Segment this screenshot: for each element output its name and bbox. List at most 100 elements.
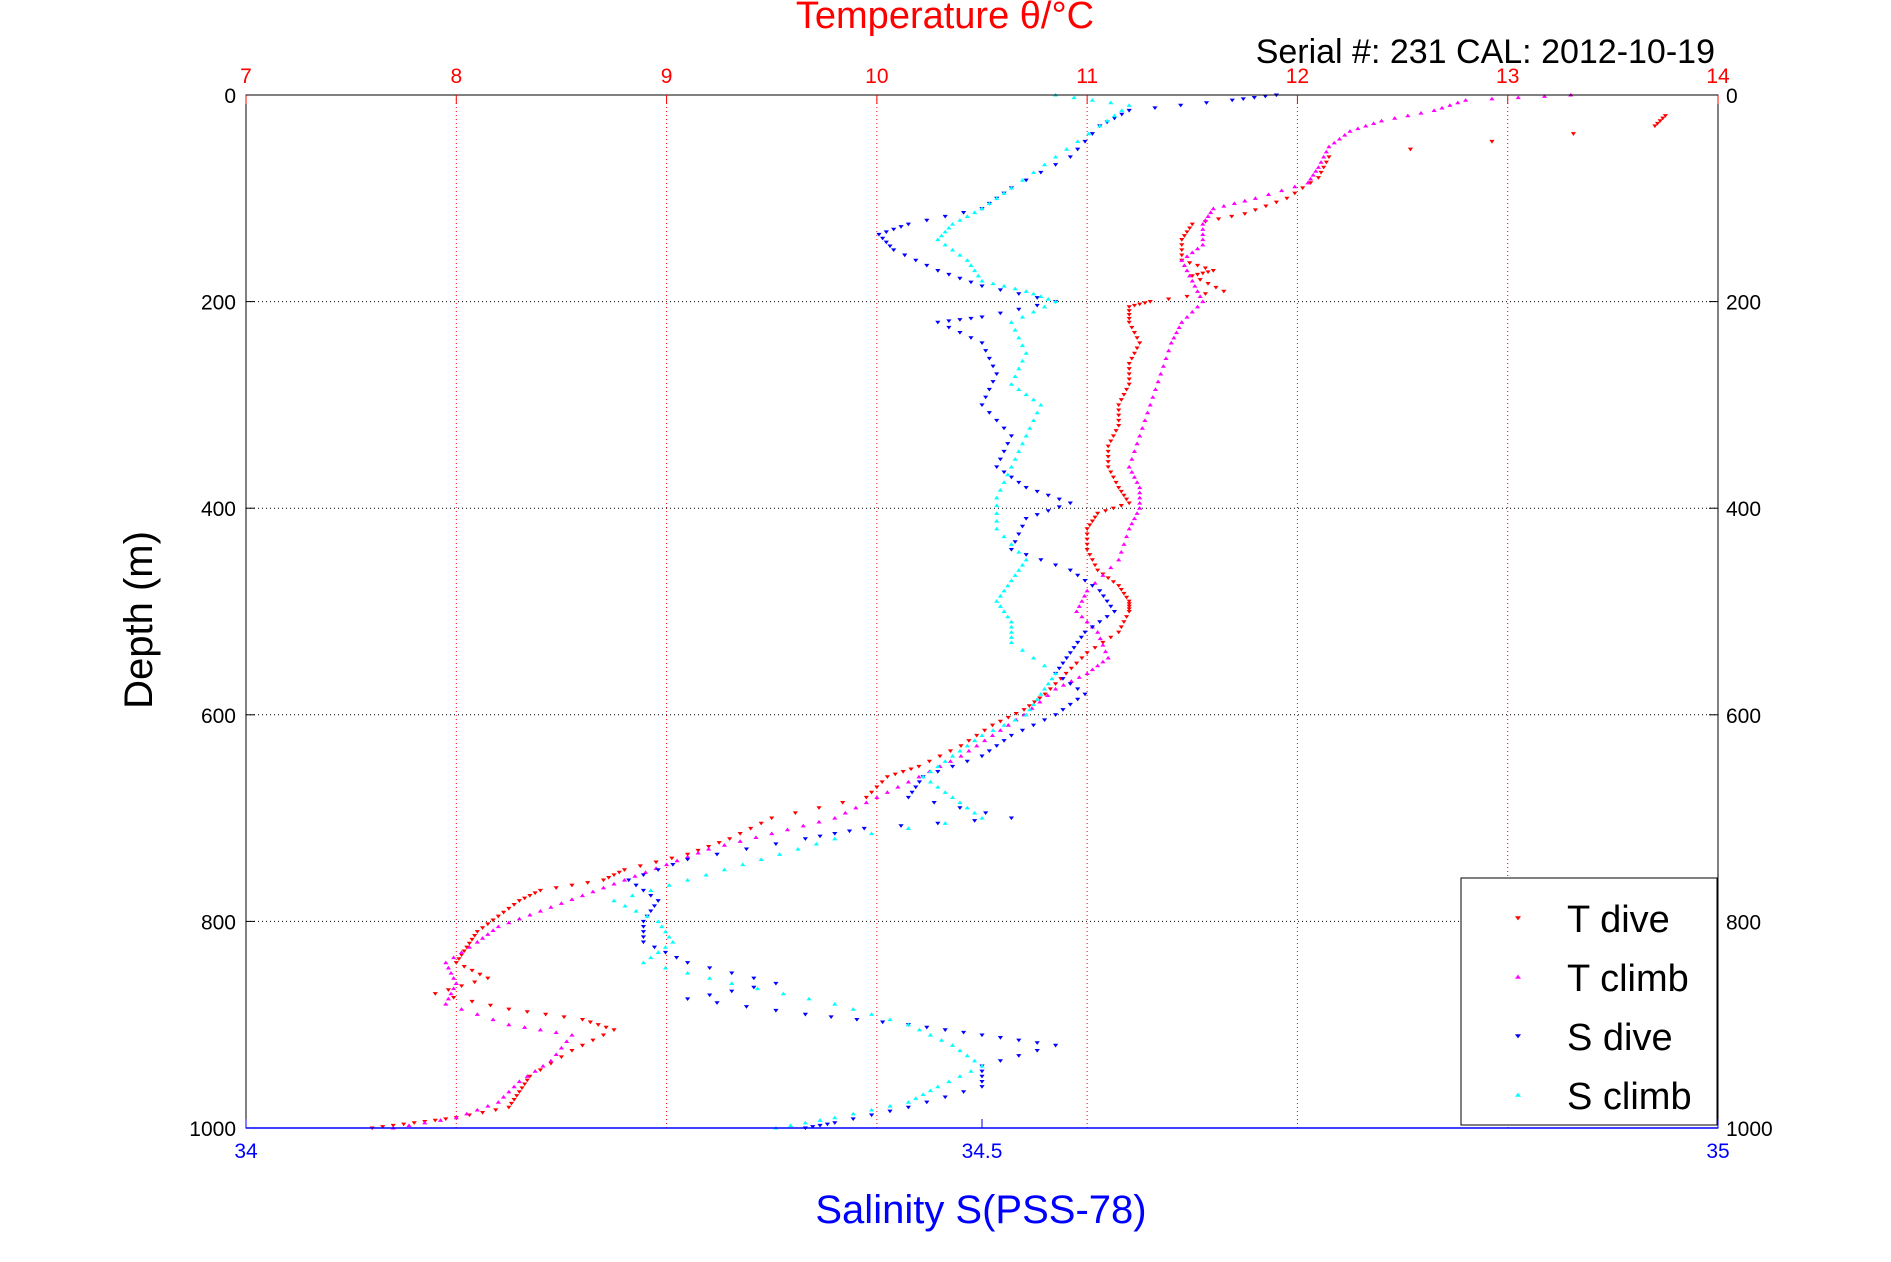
data-point (1187, 273, 1193, 278)
data-point (1205, 270, 1211, 274)
data-point (1137, 341, 1143, 345)
data-point (469, 968, 475, 973)
data-point (1126, 377, 1132, 382)
data-point (432, 992, 438, 996)
data-point (1202, 292, 1209, 296)
data-point (1053, 163, 1059, 167)
data-point (1137, 485, 1143, 490)
data-point (651, 904, 658, 908)
data-point (1163, 356, 1169, 360)
data-point (983, 395, 989, 400)
data-point (1194, 289, 1201, 293)
data-point (1023, 392, 1029, 397)
data-point (1131, 351, 1138, 356)
data-point (986, 356, 992, 361)
temperature-tick-label: 12 (1286, 65, 1309, 88)
data-point (916, 774, 922, 779)
data-point (1119, 112, 1125, 117)
data-point (1016, 1054, 1022, 1058)
data-point (1126, 305, 1132, 309)
data-point (1100, 659, 1106, 664)
data-point (406, 1123, 412, 1127)
data-point (474, 930, 480, 934)
data-point (1118, 398, 1124, 402)
data-point (1102, 509, 1109, 513)
data-point (887, 244, 893, 249)
data-point (1116, 418, 1122, 423)
data-point (1134, 511, 1140, 515)
data-point (1001, 609, 1007, 614)
data-point (1016, 366, 1022, 371)
data-point (1284, 196, 1290, 201)
data-point (997, 488, 1003, 492)
data-point (651, 945, 658, 950)
data-point (1184, 294, 1190, 299)
data-point (1034, 303, 1040, 308)
data-point (1654, 121, 1661, 126)
data-point (685, 854, 691, 859)
data-point (585, 881, 591, 885)
data-point (1023, 557, 1029, 562)
data-point (916, 780, 923, 785)
data-point (1342, 132, 1348, 137)
data-point (1355, 126, 1361, 131)
data-point (905, 1100, 911, 1104)
data-point (1023, 712, 1029, 717)
data-point (472, 934, 478, 938)
data-point (975, 273, 981, 278)
data-point (758, 821, 764, 826)
data-point (453, 981, 459, 985)
data-point (1181, 234, 1187, 238)
data-point (1418, 110, 1424, 115)
data-point (1026, 704, 1032, 708)
data-point (448, 970, 454, 975)
data-point (832, 836, 838, 841)
data-point (740, 862, 746, 867)
data-point (458, 953, 465, 958)
data-point (1116, 630, 1122, 635)
data-point (1118, 625, 1124, 630)
data-point (1100, 573, 1106, 577)
data-point (1092, 581, 1098, 585)
data-point (1095, 568, 1101, 573)
data-point (938, 1038, 945, 1042)
data-point (810, 1125, 816, 1129)
data-point (1657, 119, 1663, 123)
data-point (986, 749, 992, 754)
data-point (1008, 640, 1015, 645)
data-point (1016, 480, 1022, 485)
data-point (938, 233, 945, 238)
data-point (832, 832, 838, 836)
data-point (1242, 198, 1248, 203)
data-point (983, 811, 989, 816)
data-point (1078, 635, 1084, 640)
data-point (432, 1118, 438, 1123)
data-point (1082, 578, 1088, 583)
data-point (1279, 188, 1285, 193)
data-point (1126, 607, 1132, 611)
data-point (1030, 418, 1037, 422)
data-point (477, 972, 483, 977)
data-point (1168, 340, 1174, 345)
depth-tick-label-right: 800 (1726, 911, 1761, 934)
data-point (506, 1105, 512, 1110)
data-point (727, 837, 733, 841)
data-point (490, 918, 496, 923)
data-point (883, 230, 889, 234)
data-point (1363, 123, 1369, 128)
data-point (729, 981, 735, 985)
data-point (1034, 1041, 1040, 1045)
data-point (758, 857, 764, 861)
data-point (957, 800, 963, 805)
data-point (1134, 336, 1140, 340)
data-point (1129, 325, 1135, 330)
data-point (685, 857, 691, 862)
data-point (1251, 96, 1257, 100)
data-point (1105, 465, 1111, 469)
data-point (1016, 1038, 1022, 1043)
data-point (869, 1113, 875, 1118)
data-point (1331, 140, 1337, 145)
data-point (1038, 294, 1044, 298)
data-point (1318, 160, 1324, 164)
data-point (972, 738, 978, 743)
